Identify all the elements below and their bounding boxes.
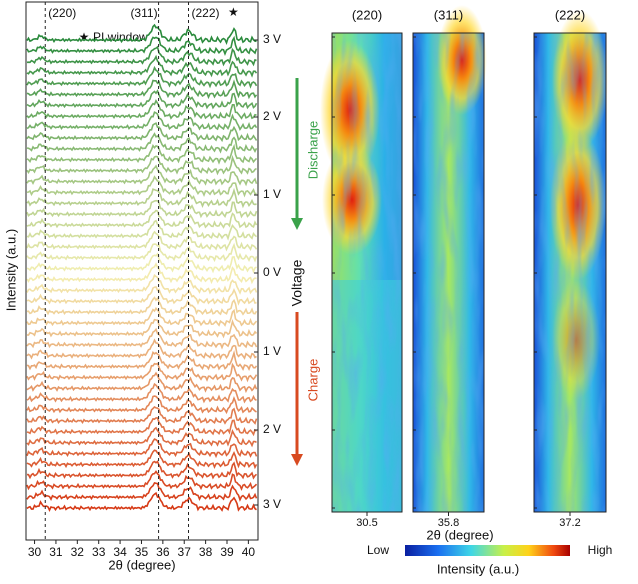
panel-x-tick-label: 30.5 bbox=[356, 517, 377, 529]
reflection-label: (311) bbox=[130, 6, 157, 20]
charge-label: Charge bbox=[305, 359, 320, 402]
charge-arrowhead bbox=[291, 454, 303, 466]
colorbar-label: Intensity (a.u.) bbox=[437, 561, 519, 576]
pattern-curve bbox=[26, 143, 258, 165]
pattern-curve bbox=[26, 164, 258, 187]
voltage-label: 3 V bbox=[263, 497, 281, 511]
heatmap-220 bbox=[320, 33, 402, 512]
pattern-curve bbox=[26, 307, 258, 327]
reflection-label: (220) bbox=[48, 6, 76, 20]
voltage-label: 0 V bbox=[263, 265, 281, 279]
panel-x-tick-label: 35.8 bbox=[438, 517, 459, 529]
heatmap-311 bbox=[413, 5, 487, 512]
pattern-curve bbox=[26, 382, 257, 404]
pattern-curve bbox=[26, 23, 257, 46]
pattern-curve bbox=[26, 209, 258, 229]
pattern-curve bbox=[26, 154, 257, 176]
pattern-curve bbox=[26, 405, 258, 425]
x-axis-label: 2θ (degree) bbox=[108, 557, 175, 572]
x-tick-label: 40 bbox=[242, 545, 256, 559]
heatmap-x-label: 2θ (degree) bbox=[426, 527, 493, 542]
pattern-curve bbox=[26, 230, 258, 252]
colorbar bbox=[405, 545, 570, 556]
pattern-curve bbox=[26, 273, 258, 295]
panel-title: (220) bbox=[352, 7, 382, 22]
pattern-curve bbox=[26, 35, 258, 57]
pattern-curve bbox=[26, 175, 257, 198]
voltage-label: Voltage bbox=[289, 259, 305, 306]
x-tick-label: 32 bbox=[71, 545, 85, 559]
pattern-curve bbox=[26, 318, 258, 339]
voltage-label: 1 V bbox=[263, 187, 281, 201]
pattern-curve bbox=[26, 199, 258, 219]
pattern-curve bbox=[26, 296, 258, 316]
reflection-label: (222) bbox=[192, 6, 220, 20]
pattern-curve bbox=[26, 122, 258, 143]
pattern-curve bbox=[26, 99, 257, 120]
x-tick-label: 36 bbox=[156, 545, 170, 559]
pattern-curve bbox=[26, 54, 258, 78]
voltage-label: 3 V bbox=[263, 32, 281, 46]
pattern-curve bbox=[26, 438, 258, 459]
colorbar-low: Low bbox=[367, 543, 389, 557]
voltage-label: 1 V bbox=[263, 344, 281, 358]
pattern-curve bbox=[26, 470, 258, 491]
pattern-curve bbox=[26, 349, 258, 372]
voltage-label: 2 V bbox=[263, 109, 281, 123]
discharge-arrowhead bbox=[291, 218, 303, 230]
x-tick-label: 34 bbox=[113, 545, 127, 559]
pattern-curve bbox=[26, 132, 258, 154]
pattern-curve bbox=[26, 262, 257, 285]
x-tick-label: 31 bbox=[49, 545, 63, 559]
x-tick-label: 37 bbox=[178, 545, 192, 559]
pattern-curve bbox=[26, 460, 258, 480]
x-tick-label: 35 bbox=[135, 545, 149, 559]
pattern-curve bbox=[26, 219, 258, 241]
star-marker: ★ bbox=[228, 5, 239, 19]
pattern-curve bbox=[26, 45, 257, 67]
discharge-label: Discharge bbox=[305, 121, 320, 180]
pattern-curve bbox=[26, 395, 257, 415]
pattern-curve bbox=[26, 65, 258, 89]
pattern-curve bbox=[26, 417, 257, 437]
heatmaps bbox=[320, 5, 608, 512]
panel-x-tick-label: 37.2 bbox=[559, 517, 580, 529]
pattern-curve bbox=[26, 285, 257, 306]
pattern-curve bbox=[26, 426, 257, 448]
pattern-curve bbox=[26, 481, 258, 502]
pattern-curve bbox=[26, 187, 257, 209]
pattern-curve bbox=[26, 371, 258, 394]
voltage-label: 2 V bbox=[263, 422, 281, 436]
pattern-curve bbox=[26, 491, 257, 512]
panel-title: (222) bbox=[555, 7, 585, 22]
x-tick-label: 38 bbox=[199, 545, 213, 559]
heatmap-222 bbox=[534, 10, 608, 512]
legend-label: PI window bbox=[93, 30, 148, 44]
colorbar-high: High bbox=[588, 543, 613, 557]
panel-title: (311) bbox=[434, 7, 463, 22]
pattern-curve bbox=[26, 449, 258, 470]
pattern-curve bbox=[26, 252, 257, 274]
x-tick-label: 30 bbox=[28, 545, 42, 559]
patterns bbox=[26, 23, 258, 512]
pattern-curve bbox=[26, 362, 258, 383]
pattern-curve bbox=[26, 338, 257, 361]
pattern-curve bbox=[26, 89, 258, 110]
left-frame bbox=[25, 1, 259, 541]
pattern-curve bbox=[26, 327, 258, 350]
pattern-curve bbox=[26, 111, 258, 131]
pattern-curve bbox=[26, 242, 258, 263]
pattern-curve bbox=[26, 79, 258, 100]
y-axis-label: Intensity (a.u.) bbox=[3, 229, 18, 311]
x-tick-label: 33 bbox=[92, 545, 106, 559]
x-tick-label: 39 bbox=[220, 545, 234, 559]
legend-star: ★ bbox=[79, 30, 90, 44]
